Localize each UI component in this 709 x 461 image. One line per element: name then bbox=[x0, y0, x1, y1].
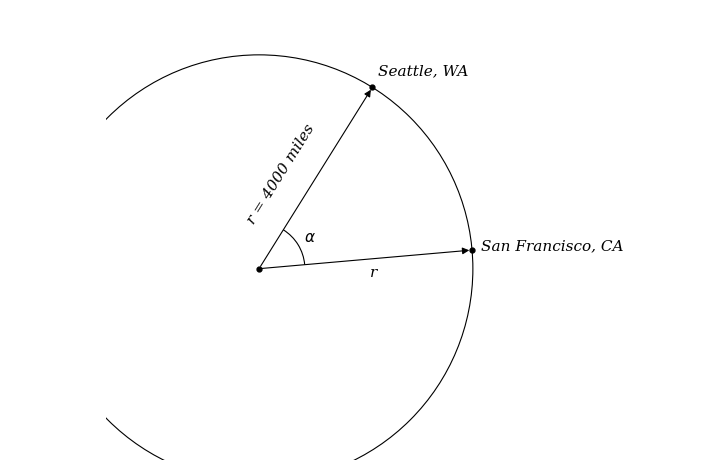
Text: r = 4000 miles: r = 4000 miles bbox=[245, 122, 318, 226]
Text: $\alpha$: $\alpha$ bbox=[304, 230, 316, 245]
Text: Seattle, WA: Seattle, WA bbox=[379, 64, 469, 78]
Text: r: r bbox=[369, 266, 376, 280]
Text: San Francisco, CA: San Francisco, CA bbox=[481, 239, 624, 253]
